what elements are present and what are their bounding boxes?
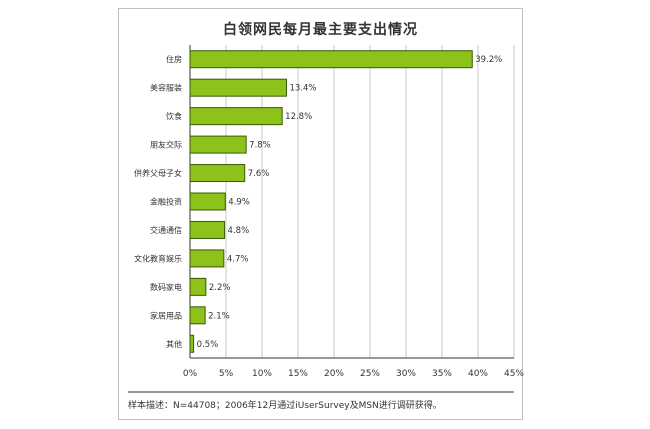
category-label: 饮食 (166, 111, 182, 121)
x-tick-label: 35% (432, 369, 452, 379)
x-tick-label: 25% (360, 369, 380, 379)
bar (189, 50, 473, 69)
bar (189, 249, 225, 268)
x-tick-label: 15% (288, 369, 308, 379)
chart-frame: 白领网民每月最主要支出情况 (118, 8, 523, 420)
chart-title: 白领网民每月最主要支出情况 (223, 22, 418, 38)
x-tick-label: 5% (219, 369, 234, 379)
value-label: 0.5% (197, 340, 219, 350)
bar (189, 107, 283, 126)
bar (189, 277, 207, 296)
value-label: 2.1% (208, 311, 230, 321)
category-label: 朋友交际 (150, 140, 182, 150)
value-label: 7.6% (248, 169, 270, 179)
value-label: 12.8% (285, 112, 312, 122)
x-tick-label: 10% (252, 369, 272, 379)
bar (189, 135, 247, 154)
bar (189, 306, 206, 325)
value-label: 4.9% (228, 198, 250, 208)
category-label: 文化教育娱乐 (134, 253, 182, 263)
bar (189, 334, 195, 353)
x-tick-label: 0% (183, 369, 198, 379)
category-label: 家居用品 (150, 310, 182, 320)
value-label: 7.8% (249, 141, 271, 151)
sample-footnote: 样本描述：N=44708；2006年12月通过iUserSurvey及MSN进行… (128, 401, 442, 411)
category-label: 住房 (166, 54, 182, 64)
category-label: 供养父母子女 (134, 168, 182, 178)
value-label: 2.2% (209, 283, 231, 293)
value-label: 13.4% (289, 84, 316, 94)
bar (189, 192, 226, 211)
value-label: 4.8% (228, 226, 250, 236)
x-tick-label: 30% (396, 369, 416, 379)
x-tick-label: 20% (324, 369, 344, 379)
category-label: 交通通信 (150, 225, 182, 235)
bar (189, 164, 246, 183)
value-label: 4.7% (227, 254, 249, 264)
bar (189, 220, 226, 239)
x-tick-label: 40% (468, 369, 488, 379)
category-label: 金融投资 (150, 197, 182, 207)
bar (189, 78, 287, 97)
value-label: 39.2% (475, 55, 502, 65)
category-label: 美容服装 (150, 83, 182, 93)
category-label: 数码家电 (150, 282, 182, 292)
category-label: 其他 (166, 339, 182, 349)
x-tick-label: 45% (504, 369, 524, 379)
